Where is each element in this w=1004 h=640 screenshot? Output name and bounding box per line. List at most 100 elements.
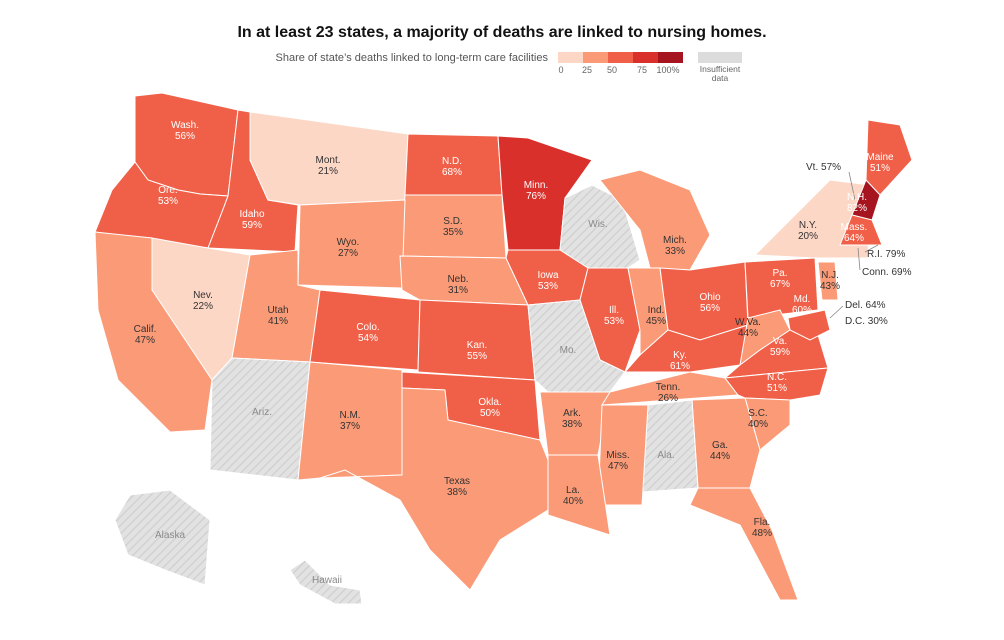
state-value-sd: 35% xyxy=(443,227,463,238)
state-nj xyxy=(817,261,839,301)
state-value-wash: 56% xyxy=(175,131,195,142)
state-value-minn: 76% xyxy=(526,191,546,202)
state-fla xyxy=(689,487,799,601)
state-maine xyxy=(865,119,913,196)
state-label-ga: Ga. 44% xyxy=(710,440,730,462)
state-value-nev: 22% xyxy=(193,301,213,312)
state-value-wyo: 27% xyxy=(338,248,358,259)
state-value-ore: 53% xyxy=(158,196,178,207)
state-value-ky: 61% xyxy=(670,361,690,372)
state-label-colo: Colo. 54% xyxy=(356,322,379,344)
legend-swatch-insufficient xyxy=(698,52,742,63)
leader-line-vt xyxy=(848,171,856,201)
legend-swatch-0-25 xyxy=(558,52,583,63)
state-label-la: La. 40% xyxy=(563,485,583,507)
state-value-wva: 44% xyxy=(738,328,758,339)
state-label-miss: Miss. 47% xyxy=(606,450,629,472)
state-label-mass: Mass. 64% xyxy=(841,222,868,244)
state-md xyxy=(787,309,831,341)
state-label-ill: Ill. 53% xyxy=(604,305,624,327)
state-value-sc: 40% xyxy=(748,419,768,430)
state-label-maine: Maine 51% xyxy=(866,152,894,174)
state-label-mont: Mont. 21% xyxy=(315,155,340,177)
state-value-ind: 45% xyxy=(646,316,666,327)
state-value-md: 60% xyxy=(792,305,812,316)
state-value-nm: 37% xyxy=(340,421,360,432)
state-label-nj: N.J. 43% xyxy=(820,270,840,292)
state-label-ohio: Ohio 56% xyxy=(699,292,721,314)
map-title: In at least 23 states, a majority of dea… xyxy=(237,24,767,41)
state-value-texas: 38% xyxy=(447,487,467,498)
legend-tick: 50 xyxy=(606,65,618,75)
state-value-neb: 31% xyxy=(448,285,468,296)
state-label-idaho: Idaho 59% xyxy=(239,209,264,231)
legend-tick: 75 xyxy=(636,65,648,75)
legend-subtitle: Share of state’s deaths linked to long-t… xyxy=(275,52,549,64)
state-label-minn: Minn. 76% xyxy=(524,180,548,202)
state-label-utah: Utah 41% xyxy=(267,305,288,327)
state-value-maine: 51% xyxy=(870,163,890,174)
state-label-sd: S.D. 35% xyxy=(443,216,463,238)
state-label-wis: Wis. xyxy=(588,219,607,230)
state-label-nh: N.H. 82% xyxy=(847,192,867,214)
state-label-fla: Fla. 48% xyxy=(752,517,772,539)
state-calif xyxy=(94,231,213,433)
state-label-kan: Kan. 55% xyxy=(467,340,488,362)
state-mich xyxy=(599,169,711,271)
state-label-wash: Wash. 56% xyxy=(171,120,199,142)
state-label-ind: Ind. 45% xyxy=(646,305,666,327)
state-label-neb: Neb. 31% xyxy=(447,274,468,296)
callout-label-dc: D.C. 30% xyxy=(845,316,888,327)
state-label-wyo: Wyo. 27% xyxy=(337,237,360,259)
leader-line-conn xyxy=(857,247,861,271)
legend-insufficient-label: Insufficient data xyxy=(699,64,741,83)
callout-label-conn: Conn. 69% xyxy=(862,267,912,278)
state-value-mich: 33% xyxy=(665,246,685,257)
state-label-alaska: Alaska xyxy=(155,530,185,541)
color-legend: 0 25 50 75 100% Insufficient data xyxy=(558,52,758,92)
state-value-iowa: 53% xyxy=(538,281,558,292)
state-label-pa: Pa. 67% xyxy=(770,268,790,290)
state-value-okla: 50% xyxy=(480,408,500,419)
state-label-ariz: Ariz. xyxy=(252,407,272,418)
state-value-ark: 38% xyxy=(562,419,582,430)
state-label-iowa: Iowa 53% xyxy=(537,270,559,292)
state-alaska xyxy=(114,489,211,586)
legend-swatch-top xyxy=(658,52,683,63)
state-label-ala: Ala. xyxy=(657,450,674,461)
state-value-fla: 48% xyxy=(752,528,772,539)
legend-tick: 0 xyxy=(558,65,564,75)
state-value-nh: 82% xyxy=(847,203,867,214)
state-label-ore: Ore. 53% xyxy=(158,185,178,207)
state-value-pa: 67% xyxy=(770,279,790,290)
state-value-calif: 47% xyxy=(135,335,155,346)
state-ariz xyxy=(209,357,311,481)
state-label-md: Md. 60% xyxy=(792,294,812,316)
state-value-colo: 54% xyxy=(358,333,378,344)
state-label-nev: Nev. 22% xyxy=(193,290,213,312)
state-value-nc: 51% xyxy=(767,383,787,394)
legend-tick: 25 xyxy=(581,65,593,75)
state-value-ga: 44% xyxy=(710,451,730,462)
state-value-ill: 53% xyxy=(604,316,624,327)
state-label-mich: Mich. 33% xyxy=(663,235,687,257)
state-label-nd: N.D. 68% xyxy=(442,156,462,178)
state-label-mo: Mo. xyxy=(560,345,577,356)
state-label-ny: N.Y. 20% xyxy=(798,220,818,242)
callout-label-del: Del. 64% xyxy=(845,300,886,311)
leader-line-del xyxy=(829,305,844,319)
state-label-wva: W.Va. 44% xyxy=(735,317,761,339)
callout-label-vt: Vt. 57% xyxy=(806,162,841,173)
state-label-okla: Okla. 50% xyxy=(478,397,501,419)
state-label-ky: Ky. 61% xyxy=(670,350,690,372)
state-ala xyxy=(641,399,699,493)
state-value-va: 59% xyxy=(770,347,790,358)
legend-swatch-75-100 xyxy=(633,52,658,63)
state-pa xyxy=(744,257,819,319)
state-value-utah: 41% xyxy=(268,316,288,327)
leader-line-ri xyxy=(864,244,879,253)
state-value-kan: 55% xyxy=(467,351,487,362)
legend-swatch-25-50 xyxy=(583,52,608,63)
